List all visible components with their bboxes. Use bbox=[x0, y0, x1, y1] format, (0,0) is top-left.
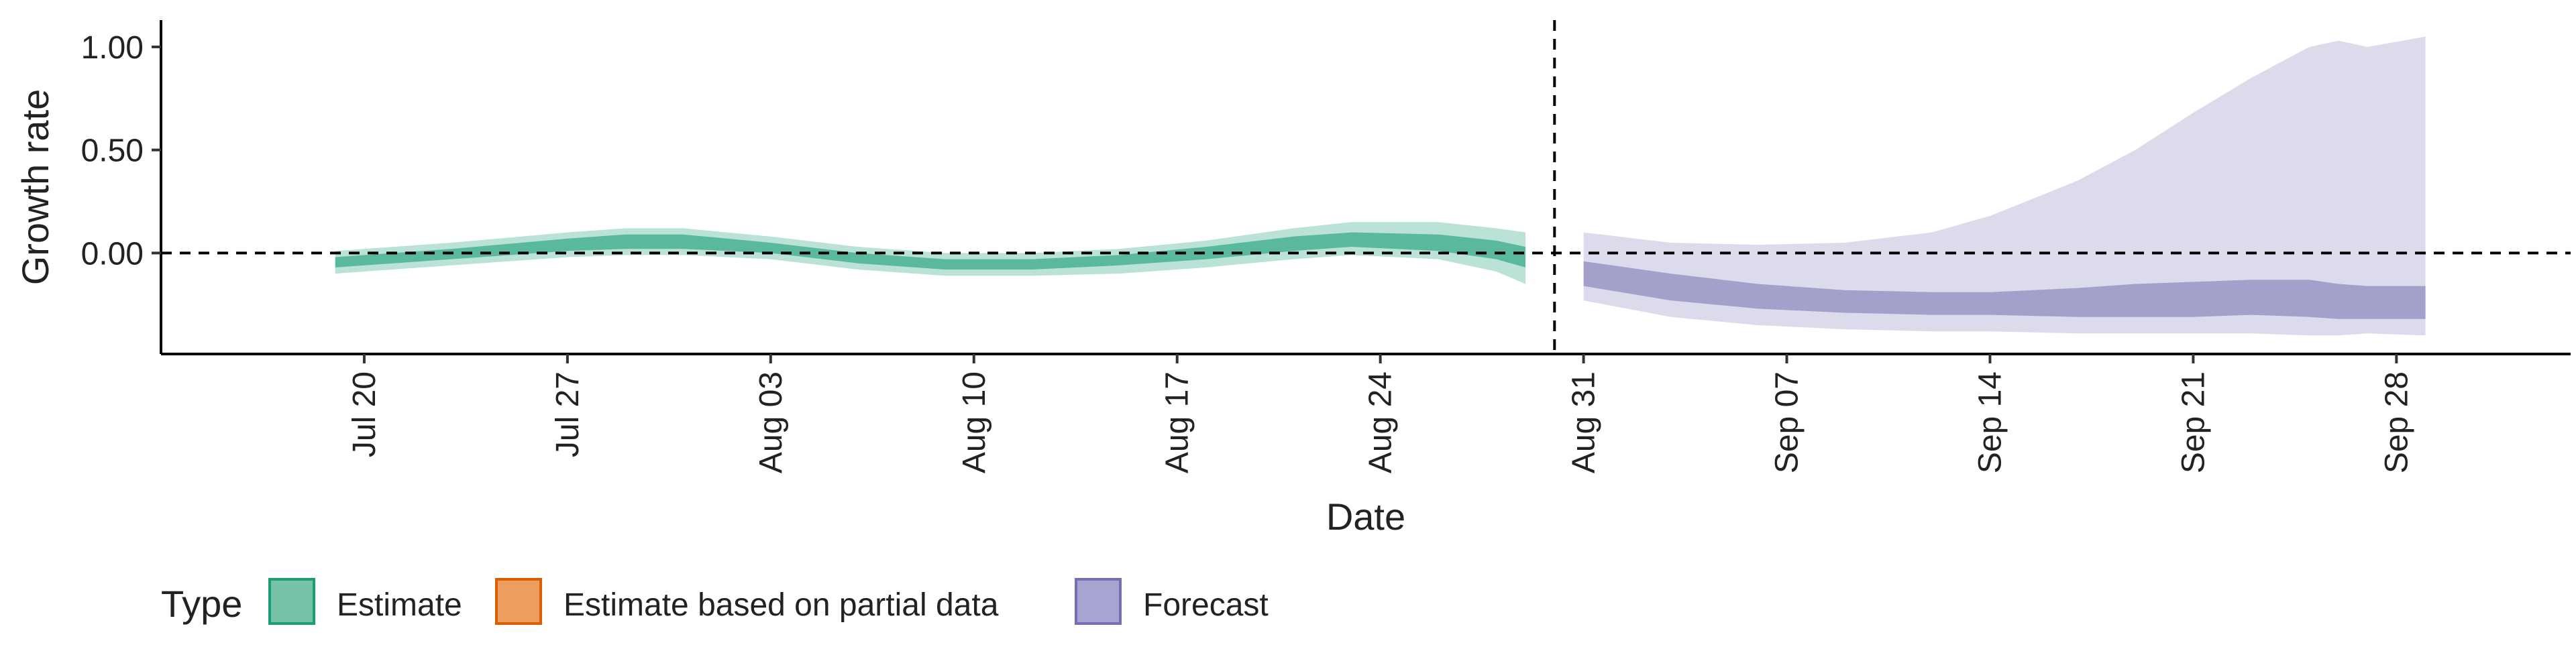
axes bbox=[160, 20, 2571, 355]
x-axis-title: Date bbox=[1326, 495, 1405, 538]
legend-key-estimate bbox=[268, 578, 315, 625]
x-tick-label: Aug 03 bbox=[753, 371, 789, 473]
y-tick-label: 0.50 bbox=[81, 133, 144, 169]
reference-lines bbox=[161, 20, 2571, 354]
bands-layer bbox=[335, 36, 2426, 336]
forecast-outer-band bbox=[1583, 36, 2426, 336]
estimate-inner-band bbox=[335, 232, 1526, 270]
x-tick-label: Sep 21 bbox=[2176, 371, 2211, 473]
legend-key-estimate-based-on-partial-data bbox=[495, 578, 542, 625]
legend-key-forecast bbox=[1075, 578, 1122, 625]
legend-items: Estimate Estimate based on partial data Fo… bbox=[268, 578, 1269, 625]
legend-title: Type bbox=[161, 583, 242, 625]
y-axis-title: Growth rate bbox=[14, 89, 56, 286]
legend-label: Estimate bbox=[337, 587, 462, 623]
forecast-inner-band bbox=[1583, 261, 2426, 319]
x-tick-label: Aug 10 bbox=[957, 371, 992, 473]
x-tick-label: Jul 27 bbox=[550, 371, 586, 457]
legend: Type Estimate Estimate based on partial d… bbox=[161, 578, 1269, 625]
legend-label: Forecast bbox=[1143, 587, 1269, 623]
x-tick-label: Aug 24 bbox=[1363, 371, 1399, 473]
y-tick-label: 1.00 bbox=[81, 30, 144, 66]
x-tick-label: Sep 14 bbox=[1972, 371, 2008, 473]
x-tick-label: Aug 17 bbox=[1160, 371, 1195, 473]
x-tick-label: Jul 20 bbox=[347, 371, 382, 457]
y-tick-label: 0.00 bbox=[81, 236, 144, 272]
x-tick-label: Aug 31 bbox=[1566, 371, 1602, 473]
x-tick-label: Sep 28 bbox=[2379, 371, 2414, 473]
legend-label: Estimate based on partial data bbox=[564, 587, 999, 623]
y-ticks: 0.00 0.50 1.00 bbox=[81, 30, 161, 272]
x-ticks: Jul 20 Jul 27 Aug 03 Aug 10 Aug 17 Aug 24 Aug … bbox=[347, 354, 2414, 473]
x-tick-label: Sep 07 bbox=[1770, 371, 1805, 473]
